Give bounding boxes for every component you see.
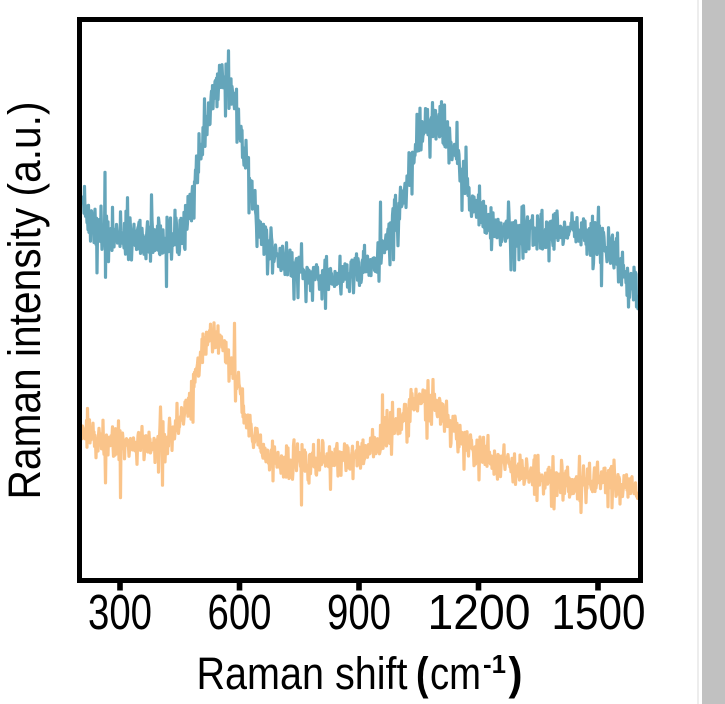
svg-text:Raman shift: Raman shift xyxy=(197,648,408,699)
svg-text:cm: cm xyxy=(430,648,481,699)
svg-text:900: 900 xyxy=(327,586,391,640)
svg-text:600: 600 xyxy=(208,586,272,640)
svg-text:1200: 1200 xyxy=(428,586,531,640)
svg-text:-1: -1 xyxy=(483,649,506,679)
svg-text:300: 300 xyxy=(88,586,152,640)
svg-text:): ) xyxy=(509,648,523,699)
svg-text:(: ( xyxy=(416,648,429,699)
svg-text:Raman intensity (a.u.): Raman intensity (a.u.) xyxy=(0,102,50,500)
svg-text:1500: 1500 xyxy=(552,586,646,640)
